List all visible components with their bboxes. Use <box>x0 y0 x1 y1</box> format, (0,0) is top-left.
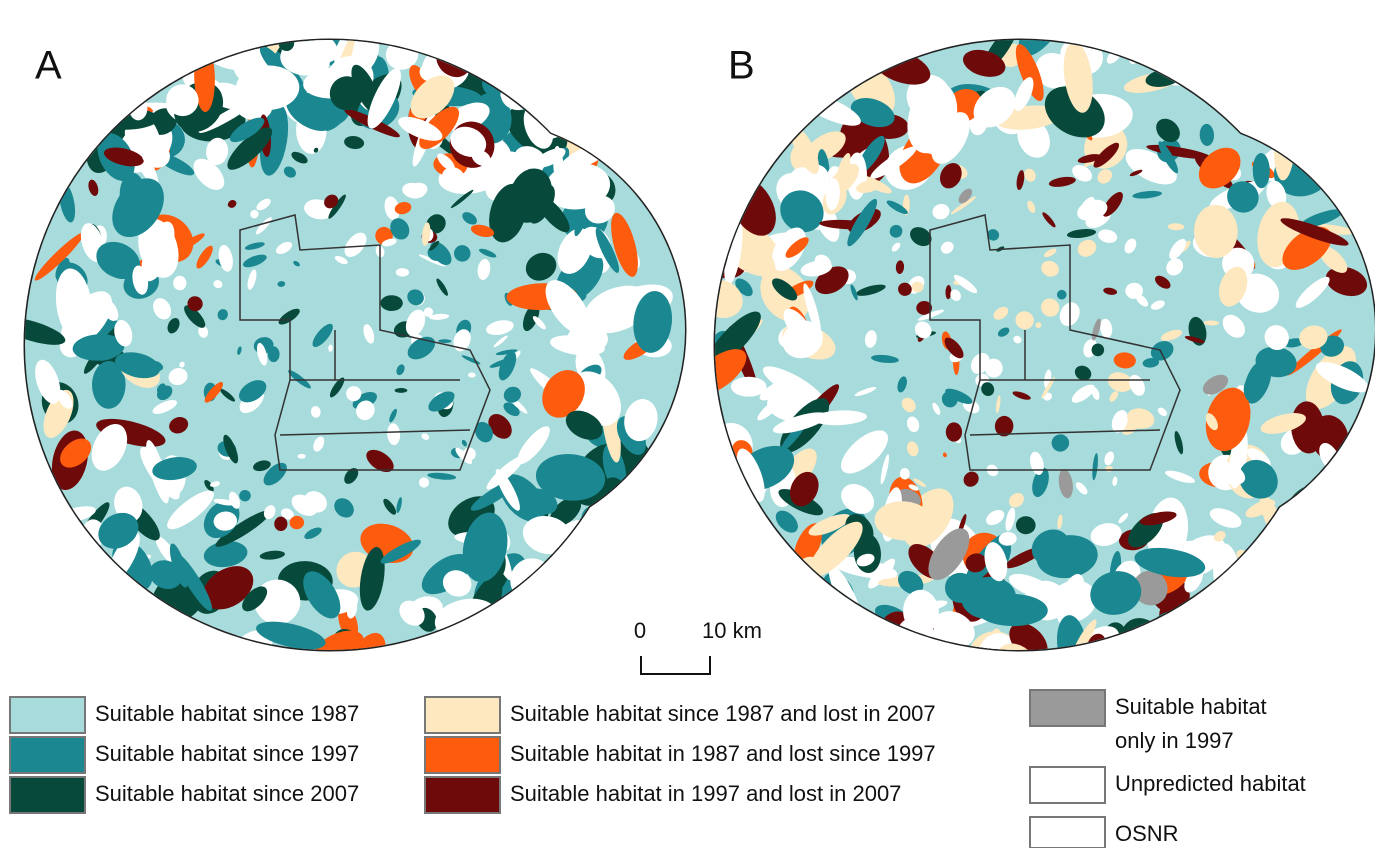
legend-swatch <box>10 777 85 813</box>
habitat-patch <box>1016 516 1036 534</box>
legend-label: OSNR <box>1115 821 1179 846</box>
habitat-patch <box>512 586 534 609</box>
legend-label: Suitable habitat since 1987 and lost in … <box>510 701 936 726</box>
map-area <box>683 0 1375 700</box>
map-b <box>683 0 1375 700</box>
legend-swatch <box>1030 767 1105 803</box>
legend-swatch <box>425 697 500 733</box>
legend-label: only in 1997 <box>1115 728 1234 753</box>
map-area <box>0 0 700 700</box>
legend-label: Suitable habitat since 2007 <box>95 781 359 806</box>
scale-end: 10 km <box>702 618 762 643</box>
habitat-patch <box>395 388 408 393</box>
legend-label: Suitable habitat <box>1115 694 1267 719</box>
legend-swatch <box>10 697 85 733</box>
map-a <box>0 0 700 700</box>
scale-bar <box>641 656 710 674</box>
legend: Suitable habitat since 1987 Suitable habi… <box>10 690 1306 848</box>
legend-label: Suitable habitat since 1997 <box>95 741 359 766</box>
panel-label: A <box>35 44 62 88</box>
habitat-patch <box>380 295 402 311</box>
habitat-patch <box>470 54 489 69</box>
legend-swatch <box>1030 817 1105 848</box>
legend-label: Suitable habitat in 1997 and lost in 200… <box>510 781 901 806</box>
legend-label: Suitable habitat in 1987 and lost since … <box>510 741 936 766</box>
legend-label: Unpredicted habitat <box>1115 771 1306 796</box>
legend-swatch <box>425 777 500 813</box>
figure: A B 0 10 km Suitable habitat since 1987S… <box>0 0 1375 848</box>
panel-label: B <box>728 44 755 88</box>
scale-start: 0 <box>634 618 646 643</box>
legend-label: Suitable habitat since 1987 <box>95 701 359 726</box>
legend-swatch <box>1030 690 1105 726</box>
legend-swatch <box>425 737 500 773</box>
legend-swatch <box>10 737 85 773</box>
